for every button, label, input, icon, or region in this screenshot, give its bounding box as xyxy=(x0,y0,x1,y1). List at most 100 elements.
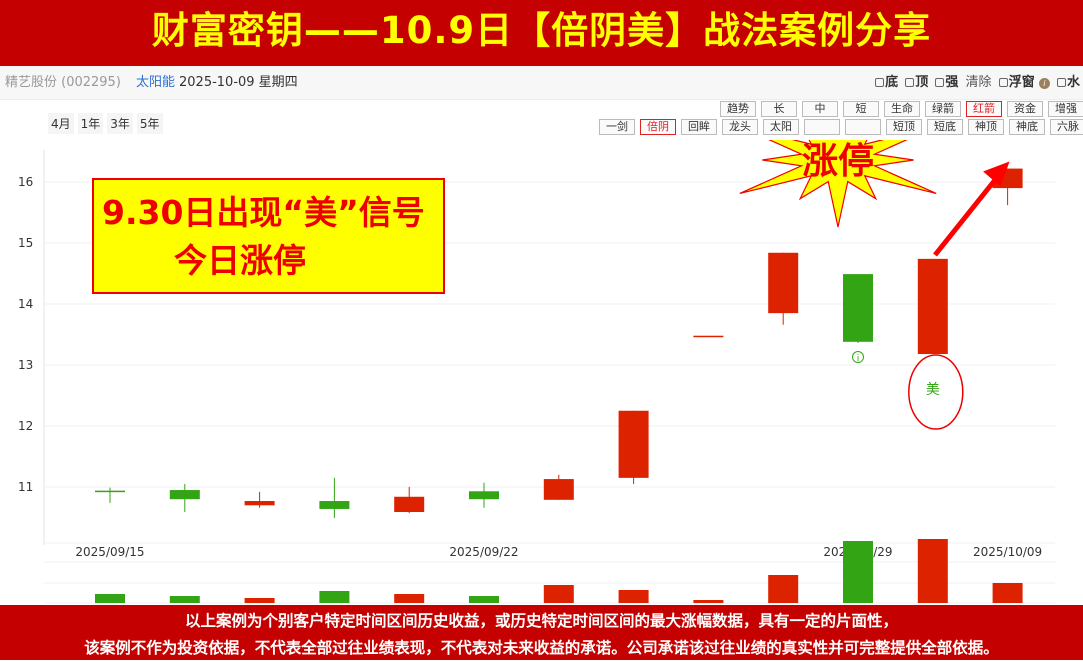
annotation-line2: 今日涨停 xyxy=(174,241,306,280)
indicator-button[interactable]: 倍阴 xyxy=(640,119,676,135)
indicator-button[interactable]: 中 xyxy=(802,101,838,117)
volume-bar xyxy=(543,585,574,603)
option-label: 浮窗 xyxy=(1008,75,1035,90)
option-label: 水 xyxy=(1066,75,1080,90)
up-arrow-icon xyxy=(983,161,1010,187)
volume-bar xyxy=(768,575,799,603)
candle-body xyxy=(543,479,574,500)
up-arrow-shaft xyxy=(933,178,997,257)
indicator-button[interactable]: 回眸 xyxy=(681,119,717,135)
candle-body xyxy=(95,490,125,493)
option-water[interactable]: 水 xyxy=(1056,75,1080,90)
option-bottom[interactable]: 底 xyxy=(875,75,898,90)
volume-bar xyxy=(244,598,275,603)
candle-body xyxy=(618,410,649,478)
signal-marker: 美 xyxy=(926,382,940,398)
period-1y[interactable]: 1年 xyxy=(77,113,104,134)
title-banner: 财富密钥——10.9日【倍阴美】战法案例分享 xyxy=(0,0,1083,66)
volume-bar xyxy=(469,596,499,603)
indicator-button[interactable]: 短底 xyxy=(927,119,963,135)
candle-body xyxy=(469,491,499,500)
disclaimer-line1: 以上案例为个别客户特定时间区间历史收益，或历史特定时间区间的最大涨幅数据，具有一… xyxy=(184,612,898,630)
y-tick-label: 14 xyxy=(18,297,33,311)
indicator-button[interactable] xyxy=(845,119,881,135)
indicator-button[interactable]: 红箭 xyxy=(966,101,1002,117)
volume-bar xyxy=(618,590,649,603)
indicator-button[interactable]: 短顶 xyxy=(886,119,922,135)
period-selector: 4月 1年 3年 5年 xyxy=(48,113,167,134)
volume-bar xyxy=(693,600,724,603)
volume-bar xyxy=(169,596,200,603)
option-label: 底 xyxy=(885,75,899,90)
checkbox-icon[interactable] xyxy=(875,78,885,87)
info-marker-glyph: i xyxy=(857,354,860,364)
indicator-button[interactable]: 龙头 xyxy=(722,119,758,135)
indicator-button[interactable]: 资金 xyxy=(1007,101,1043,117)
info-marker-icon xyxy=(852,351,864,364)
candle-body xyxy=(394,496,425,513)
candlestick-chart[interactable]: 1112131415162025/09/152025/09/222025/09/… xyxy=(0,140,1083,605)
checkbox-icon[interactable] xyxy=(998,78,1008,87)
indicator-button[interactable]: 神顶 xyxy=(968,119,1004,135)
clear-button[interactable]: 清除 xyxy=(965,75,992,90)
option-top[interactable]: 顶 xyxy=(905,75,928,90)
checkbox-icon[interactable] xyxy=(1056,78,1066,87)
volume-bar xyxy=(95,594,125,603)
indicator-button[interactable]: 六脉 xyxy=(1050,119,1083,135)
signal-circle xyxy=(908,354,964,430)
period-4m[interactable]: 4月 xyxy=(48,113,74,134)
candle-body xyxy=(843,274,873,342)
candle-body xyxy=(244,501,275,506)
volume-bar xyxy=(917,539,948,603)
date-label: 2025-10-09 星期四 xyxy=(179,75,298,90)
candle-body xyxy=(319,501,350,509)
indicator-button[interactable]: 短 xyxy=(843,101,879,117)
y-tick-label: 15 xyxy=(18,236,33,250)
volume-bar xyxy=(992,583,1023,603)
chart-options: 底 顶 强 清除 浮窗 i 水 xyxy=(875,66,1083,100)
stock-info-bar: 精艺股份 (002295) 太阳能 2025-10-09 星期四 底 顶 强 清… xyxy=(0,66,1083,100)
volume-bar xyxy=(319,591,350,603)
period-5y[interactable]: 5年 xyxy=(136,113,163,134)
indicator-buttons-row1: 趋势长中短生命 绿箭 红箭 资金 增强 xyxy=(720,101,1083,117)
option-float[interactable]: 浮窗 i xyxy=(998,75,1050,90)
candle-body xyxy=(169,490,200,500)
info-icon[interactable]: i xyxy=(1038,78,1050,89)
option-label: 强 xyxy=(945,75,959,90)
indicator-buttons-row2: 一剑 倍阴 回眸 龙头 太阳 短顶 短底 神顶 神底 六脉 xyxy=(599,119,1083,135)
indicator-button[interactable]: 生命 xyxy=(884,101,920,117)
y-tick-label: 16 xyxy=(18,175,33,189)
indicator-button[interactable]: 增强 xyxy=(1048,101,1083,117)
x-tick-label: 2025/09/22 xyxy=(449,545,518,559)
disclaimer-line2: 该案例不作为投资依据，不代表全部过往业绩表现，不代表对未来收益的承诺。公司承诺该… xyxy=(84,639,999,657)
volume-bar xyxy=(394,594,425,603)
checkbox-icon[interactable] xyxy=(935,78,945,87)
indicator-button[interactable]: 一剑 xyxy=(599,119,635,135)
sector-link[interactable]: 太阳能 xyxy=(136,75,176,90)
candle-body xyxy=(917,258,948,355)
indicator-button[interactable]: 长 xyxy=(761,101,797,117)
annotation-line1: 9.30日出现“美”信号 xyxy=(102,193,425,232)
indicator-button[interactable]: 趋势 xyxy=(720,101,756,117)
candle-body xyxy=(768,252,799,314)
y-tick-label: 12 xyxy=(18,419,33,433)
y-tick-label: 13 xyxy=(18,358,33,372)
period-3y[interactable]: 3年 xyxy=(107,113,133,134)
option-strong[interactable]: 强 xyxy=(935,75,958,90)
annotation-box: 9.30日出现“美”信号 今日涨停 xyxy=(92,178,445,294)
indicator-button[interactable] xyxy=(804,119,840,135)
volume-bar xyxy=(843,541,873,603)
indicator-button[interactable]: 太阳 xyxy=(763,119,799,135)
stock-name[interactable]: 精艺股份 (002295) xyxy=(5,75,121,90)
x-tick-label: 2025/09/15 xyxy=(75,545,144,559)
candle-body xyxy=(693,335,724,338)
checkbox-icon[interactable] xyxy=(905,78,915,87)
y-tick-label: 11 xyxy=(18,480,33,494)
disclaimer-banner: 以上案例为个别客户特定时间区间历史收益，或历史特定时间区间的最大涨幅数据，具有一… xyxy=(0,605,1083,660)
starburst-shape xyxy=(739,140,937,228)
indicator-button[interactable]: 绿箭 xyxy=(925,101,961,117)
x-tick-label: 2025/10/09 xyxy=(973,545,1042,559)
indicator-button[interactable]: 神底 xyxy=(1009,119,1045,135)
option-label: 顶 xyxy=(915,75,929,90)
starburst-label: 涨停 xyxy=(802,141,874,182)
